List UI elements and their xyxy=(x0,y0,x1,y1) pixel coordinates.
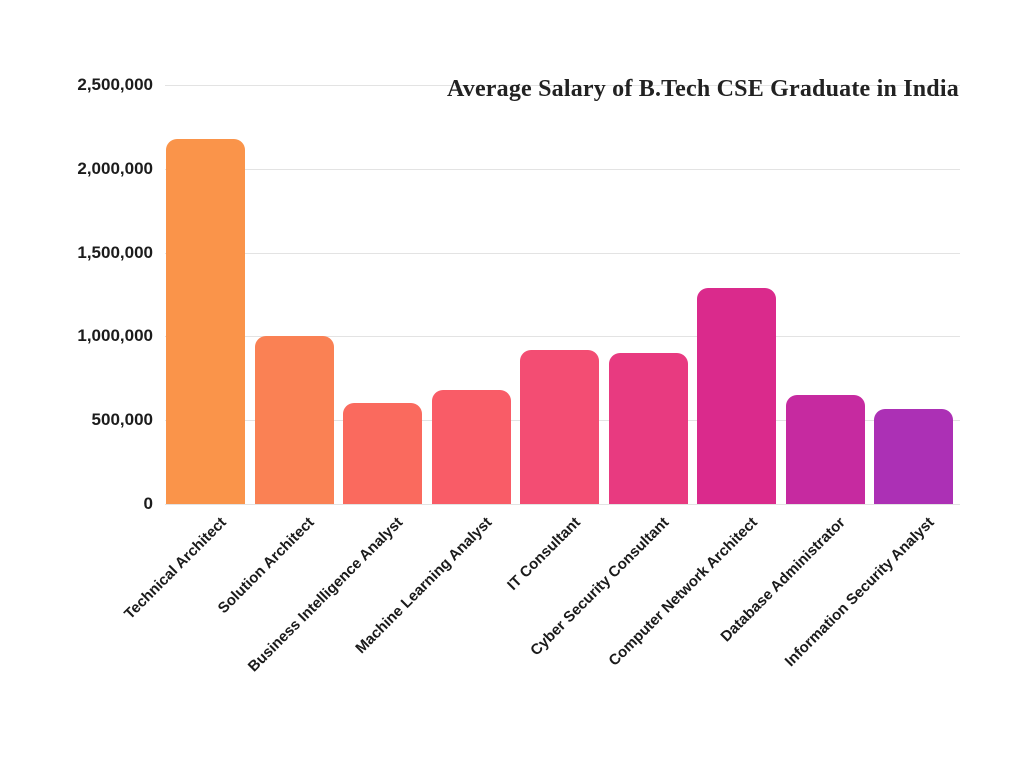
y-axis-tick-label: 2,500,000 xyxy=(77,75,153,94)
bar-technical-architect xyxy=(166,138,245,504)
bar-business-intelligence-analyst xyxy=(343,403,422,504)
bars-row xyxy=(166,85,953,504)
gridline-1500000 xyxy=(165,252,960,254)
bar-cyber-security-consultant xyxy=(608,353,688,504)
gridline-0 xyxy=(165,504,960,505)
x-axis-label-computer-network-architect: Computer Network Architect xyxy=(605,514,761,670)
y-axis-tick-label: 2,000,000 xyxy=(77,158,153,178)
y-axis-tick-label: 1,500,000 xyxy=(77,242,153,262)
y-axis-tick-label: 1,000,000 xyxy=(77,326,153,346)
bar-it-consultant xyxy=(520,349,599,504)
bar-information-security-analyst xyxy=(874,408,953,504)
plot-area xyxy=(165,85,960,505)
gridline-1000000 xyxy=(165,336,960,338)
y-axis-tick-label: 0 xyxy=(143,494,153,513)
bar-machine-learning-analyst xyxy=(431,390,511,504)
x-axis-label-it-consultant: IT Consultant xyxy=(503,514,584,594)
bar-computer-network-architect xyxy=(697,287,776,504)
gridline-2000000 xyxy=(165,168,960,170)
chart-title: Average Salary of B.Tech CSE Graduate in… xyxy=(447,76,959,102)
x-axis-label-solution-architect: Solution Architect xyxy=(215,514,319,617)
x-axis-label-technical-architect: Technical Architect xyxy=(120,514,230,623)
y-axis-tick-label: 500,000 xyxy=(91,410,153,430)
gridline-2500000 xyxy=(165,85,960,86)
bar-solution-architect xyxy=(254,336,334,504)
bar-database-administrator xyxy=(785,395,865,504)
x-axis-label-information-security-analyst: Information Security Analyst xyxy=(781,514,938,671)
x-axis-label-business-intelligence-analyst: Business Intelligence Analyst xyxy=(245,514,407,676)
